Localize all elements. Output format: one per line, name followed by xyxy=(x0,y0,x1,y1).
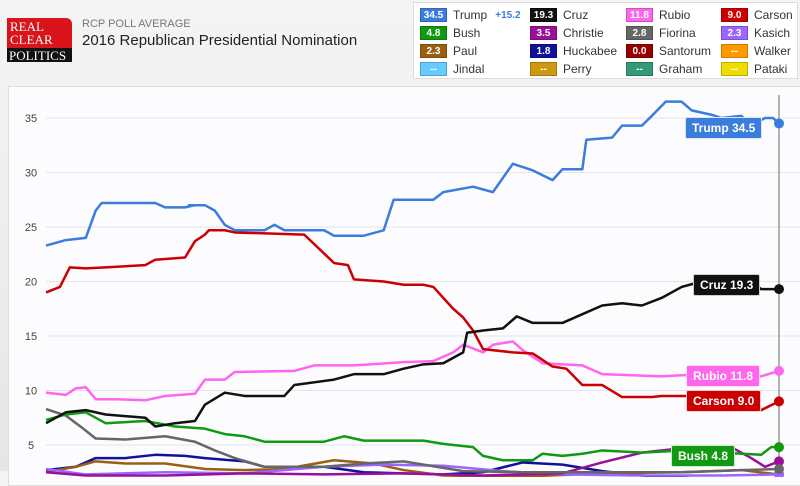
value-badge: -- xyxy=(721,62,748,76)
legend-item-graham[interactable]: -- Graham xyxy=(626,60,721,78)
series-line-rubio xyxy=(45,340,780,402)
value-badge: 3.5 xyxy=(530,26,557,40)
candidate-name: Graham xyxy=(659,62,703,76)
value-badge: -- xyxy=(530,62,557,76)
legend-item-trump[interactable]: 34.5 Trump +15.2 xyxy=(420,6,530,24)
end-label-carson: Carson 9.0 xyxy=(686,390,762,412)
legend-item-jindal[interactable]: -- Jindal xyxy=(420,60,530,78)
end-label-trump: Trump 34.5 xyxy=(685,117,763,139)
subtitle: RCP POLL AVERAGE xyxy=(82,18,191,30)
candidate-name: Pataki xyxy=(754,62,788,76)
y-tick-label: 35 xyxy=(25,113,37,125)
value-badge: -- xyxy=(626,62,653,76)
candidate-name: Cruz xyxy=(563,8,589,22)
value-badge: 2.8 xyxy=(626,26,653,40)
value-badge: 34.5 xyxy=(420,8,447,22)
legend-item-christie[interactable]: 3.5 Christie xyxy=(530,24,626,42)
legend-item-carson[interactable]: 9.0 Carson xyxy=(721,6,800,24)
value-badge: 19.3 xyxy=(530,8,557,22)
value-badge: -- xyxy=(420,62,447,76)
legend-item-fiorina[interactable]: 2.8 Fiorina xyxy=(626,24,721,42)
candidate-name: Walker xyxy=(754,44,791,58)
candidate-name: Jindal xyxy=(453,62,485,76)
legend-item-bush[interactable]: 4.8 Bush xyxy=(420,24,530,42)
value-badge: 9.0 xyxy=(721,8,748,22)
value-badge: -- xyxy=(721,44,748,58)
legend-item-walker[interactable]: -- Walker xyxy=(721,42,800,60)
candidate-name: Christie xyxy=(563,26,604,40)
series-line-cruz xyxy=(45,280,779,428)
value-badge: 2.3 xyxy=(420,44,447,58)
y-tick-label: 10 xyxy=(25,386,37,398)
series-line-trump xyxy=(45,100,780,247)
svg-text:CLEAR: CLEAR xyxy=(10,32,53,47)
chart-panel: 5 10 15 20 25 30 35 Trump 34.5 Cruz 19.3 Rubio 1… xyxy=(8,86,800,486)
candidate-name: Bush xyxy=(453,26,481,40)
legend-item-huckabee[interactable]: 1.8 Huckabee xyxy=(530,42,626,60)
change-value: +15.2 xyxy=(495,9,521,21)
end-marker-bush xyxy=(774,442,784,453)
svg-text:REAL: REAL xyxy=(10,19,44,34)
end-marker-cruz xyxy=(774,284,784,295)
end-label-cruz: Cruz 19.3 xyxy=(693,274,761,296)
value-badge: 11.8 xyxy=(626,8,653,22)
end-label-bush: Bush 4.8 xyxy=(671,445,736,467)
candidate-name: Santorum xyxy=(659,44,712,58)
candidate-name: Carson xyxy=(754,8,793,22)
rcp-logo[interactable]: REAL CLEAR POLITICS xyxy=(7,18,72,62)
end-marker-carson xyxy=(774,396,784,407)
legend-item-santorum[interactable]: 0.0 Santorum xyxy=(626,42,721,60)
legend-item-paul[interactable]: 2.3 Paul xyxy=(420,42,530,60)
legend-item-pataki[interactable]: -- Pataki xyxy=(721,60,800,78)
candidate-legend: 34.5 Trump +15.2 19.3 Cruz 11.8 Rubio 9.0 Carson… xyxy=(413,2,798,79)
page-title: 2016 Republican Presidential Nomination xyxy=(82,32,358,49)
y-tick-label: 20 xyxy=(25,277,37,289)
y-tick-label: 30 xyxy=(25,168,37,180)
y-tick-label: 15 xyxy=(25,331,37,343)
value-badge: 0.0 xyxy=(626,44,653,58)
value-badge: 1.8 xyxy=(530,44,557,58)
y-tick-label: 25 xyxy=(25,222,37,234)
candidate-name: Kasich xyxy=(754,26,791,40)
legend-item-kasich[interactable]: 2.3 Kasich xyxy=(721,24,800,42)
end-marker-fiorina xyxy=(774,463,784,474)
candidate-name: Perry xyxy=(563,62,592,76)
candidate-name: Trump xyxy=(453,8,488,22)
end-marker-trump xyxy=(774,118,784,129)
series-line-huckabee xyxy=(45,453,692,477)
series-line-carson xyxy=(45,229,780,412)
candidate-name: Rubio xyxy=(659,8,691,22)
end-marker-christie xyxy=(774,456,784,467)
poll-chart[interactable]: 5 10 15 20 25 30 35 xyxy=(9,87,800,477)
legend-item-rubio[interactable]: 11.8 Rubio xyxy=(626,6,721,24)
end-marker-rubio xyxy=(774,365,784,376)
legend-item-perry[interactable]: -- Perry xyxy=(530,60,626,78)
candidate-name: Fiorina xyxy=(659,26,696,40)
svg-text:POLITICS: POLITICS xyxy=(9,48,66,62)
end-label-rubio: Rubio 11.8 xyxy=(686,365,761,387)
legend-item-cruz[interactable]: 19.3 Cruz xyxy=(530,6,626,24)
value-badge: 4.8 xyxy=(420,26,447,40)
y-tick-label: 5 xyxy=(28,440,34,452)
value-badge: 2.3 xyxy=(721,26,748,40)
candidate-name: Huckabee xyxy=(563,44,618,58)
candidate-name: Paul xyxy=(453,44,478,58)
